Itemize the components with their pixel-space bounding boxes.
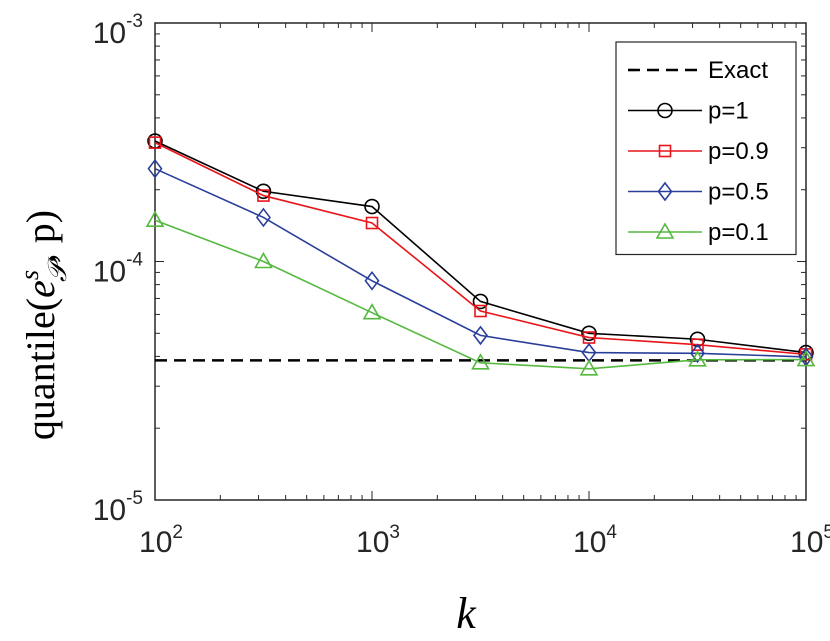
x-tick-exponent: 2 [172,522,183,543]
y-tick-exponent: -3 [126,11,143,32]
legend-entry: p=0.9 [628,138,769,165]
x-tick-exponent: 4 [606,522,617,543]
y-tick-base: 10 [93,17,126,50]
data-point [472,325,488,346]
y-axis-label-superscript: s [15,270,44,280]
y-tick-exponent: -5 [126,488,143,509]
data-point [362,303,382,320]
legend-entry: p=0.1 [628,219,769,246]
legend-box [615,41,797,256]
data-point [255,207,271,228]
data-point [257,189,270,202]
y-tick-base: 10 [93,494,126,527]
x-tick-base: 10 [573,526,606,559]
y-axis-label-prefix: quantile( [18,298,63,440]
data-point [471,353,490,370]
data-point [254,251,273,269]
legend-marker [658,144,672,158]
x-tick-label: 104 [573,522,617,559]
y-axis-label: quantile(es𝒫, p) [15,210,72,440]
y-axis-label-variable: e [18,280,63,298]
legend-marker [657,181,673,202]
data-point [689,331,706,348]
y-tick-exponent: -4 [126,250,143,271]
legend-label: Exact [708,57,768,84]
x-tick-label: 102 [139,522,183,559]
data-point [688,350,707,367]
data-point [145,210,165,227]
data-point [148,136,162,149]
x-tick-label: 105 [790,522,830,559]
data-point [691,338,704,351]
data-point [364,270,380,291]
legend-marker [655,222,675,239]
x-tick-base: 10 [790,526,823,559]
legend-entry: p=1 [628,98,749,125]
data-point [364,198,380,215]
x-tick-label: 103 [356,522,400,559]
y-tick-base: 10 [93,256,126,289]
series-line [154,219,807,370]
data-point [796,349,816,367]
data-point [147,158,163,179]
series-p-0-1 [145,210,816,376]
series-layer [145,133,816,376]
data-point [579,359,599,376]
y-tick-label: 10-5 [93,488,143,527]
data-point [365,216,379,230]
data-point [472,293,489,310]
legend-label: p=0.9 [708,138,769,165]
x-tick-base: 10 [356,526,389,559]
legend: Exact p=1 p=0.9 p=0.5 p=0.1 [615,41,797,256]
legend-marker [657,102,673,119]
x-tick-base: 10 [139,526,172,559]
data-point [474,304,487,318]
data-point [689,343,706,364]
y-tick-label: 10-4 [93,250,144,289]
x-axis-label: k [456,589,477,638]
legend-label: p=0.5 [708,179,769,206]
legend-label: p=0.1 [708,219,769,246]
legend-label: p=1 [708,98,749,125]
legend-entry: Exact [628,57,768,84]
legend-entry: p=0.5 [628,179,769,206]
x-tick-exponent: 3 [389,522,400,543]
y-axis-label-suffix: , p) [18,210,63,263]
x-tick-exponent: 5 [823,522,830,543]
y-tick-label: 10-3 [93,11,143,50]
data-point [581,325,597,342]
